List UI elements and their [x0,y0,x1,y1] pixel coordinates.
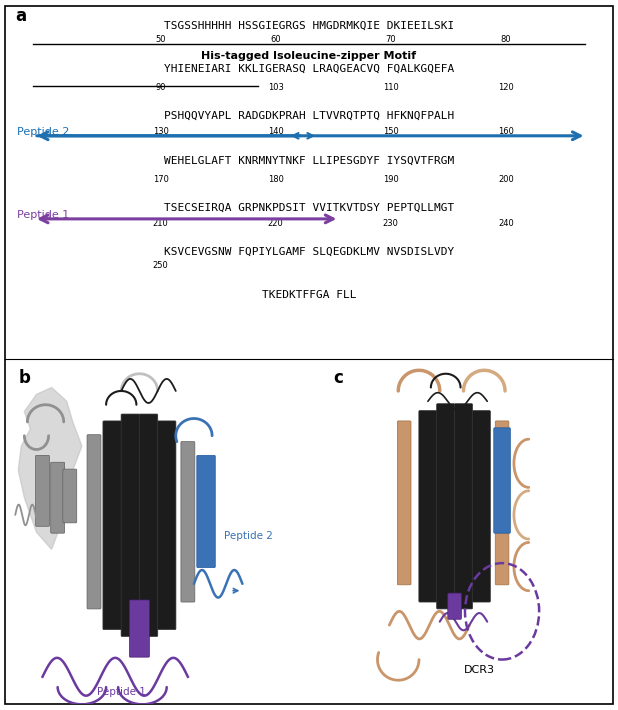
FancyBboxPatch shape [181,442,195,602]
Text: 70: 70 [386,35,396,44]
Text: Peptide 1: Peptide 1 [17,210,69,220]
Text: KSVCEVGSNW FQPIYLGAMF SLQEGDKLMV NVSDISLVDY: KSVCEVGSNW FQPIYLGAMF SLQEGDKLMV NVSDISL… [164,247,454,257]
FancyBboxPatch shape [472,410,490,602]
Text: YHIENEIARI KKLIGERASQ LRAQGEACVQ FQALKGQEFA: YHIENEIARI KKLIGERASQ LRAQGEACVQ FQALKGQ… [164,63,454,73]
Text: 20: 20 [271,0,281,1]
Text: TSECSEIRQA GRPNKPDSIT VVITKVTDSY PEPTQLLMGT: TSECSEIRQA GRPNKPDSIT VVITKVTDSY PEPTQLL… [164,203,454,213]
FancyBboxPatch shape [494,428,510,533]
Text: DCR3: DCR3 [464,665,494,675]
Text: 150: 150 [383,127,399,136]
Text: 140: 140 [268,127,284,136]
FancyBboxPatch shape [158,421,176,630]
Polygon shape [19,388,82,550]
Text: TKEDKTFFGA FLL: TKEDKTFFGA FLL [262,290,356,300]
Text: 130: 130 [153,127,169,136]
Text: 10: 10 [155,0,166,1]
Text: 230: 230 [383,219,399,228]
Text: 220: 220 [268,219,284,228]
Text: 240: 240 [498,219,514,228]
FancyBboxPatch shape [36,455,49,526]
Text: 30: 30 [386,0,396,1]
Text: 103: 103 [268,82,284,92]
Text: Peptide 2: Peptide 2 [224,530,273,540]
Text: Peptide 2: Peptide 2 [17,127,69,137]
Text: 200: 200 [498,175,514,183]
FancyBboxPatch shape [103,421,121,630]
Text: 160: 160 [498,127,514,136]
FancyBboxPatch shape [454,404,473,609]
FancyBboxPatch shape [397,421,411,585]
Text: 180: 180 [268,175,284,183]
Text: a: a [15,6,27,25]
Text: 40: 40 [501,0,511,1]
Text: TSGSSHHHHH HSSGIEGRGS HMGDRMKQIE DKIEEILSKI: TSGSSHHHHH HSSGIEGRGS HMGDRMKQIE DKIEEIL… [164,21,454,31]
FancyBboxPatch shape [495,421,509,585]
FancyBboxPatch shape [437,404,455,609]
Text: PSHQQVYAPL RADGDKPRAH LTVVRQTPTQ HFKNQFPALH: PSHQQVYAPL RADGDKPRAH LTVVRQTPTQ HFKNQFP… [164,111,454,121]
FancyBboxPatch shape [419,410,437,602]
FancyBboxPatch shape [129,600,150,657]
Text: 80: 80 [501,35,511,44]
Text: 90: 90 [155,82,166,92]
FancyBboxPatch shape [63,469,77,523]
Text: b: b [19,368,30,386]
FancyBboxPatch shape [197,455,215,567]
Text: 60: 60 [271,35,281,44]
Text: His-tagged Isoleucine-zipper Motif: His-tagged Isoleucine-zipper Motif [201,51,417,61]
Text: 250: 250 [153,261,169,271]
Text: 210: 210 [153,219,169,228]
FancyBboxPatch shape [121,414,140,636]
FancyBboxPatch shape [139,414,158,636]
FancyBboxPatch shape [448,593,462,619]
Text: 1: 1 [49,0,54,1]
Text: 190: 190 [383,175,399,183]
Text: Peptide 1: Peptide 1 [97,687,146,697]
Text: 50: 50 [155,35,166,44]
Text: WEHELGLAFT KNRMNYTNKF LLIPESGDYF IYSQVTFRGM: WEHELGLAFT KNRMNYTNKF LLIPESGDYF IYSQVTF… [164,155,454,165]
Text: 170: 170 [153,175,169,183]
Text: 120: 120 [498,82,514,92]
FancyBboxPatch shape [51,462,65,533]
Text: 110: 110 [383,82,399,92]
FancyBboxPatch shape [87,435,101,609]
Text: c: c [333,368,343,386]
